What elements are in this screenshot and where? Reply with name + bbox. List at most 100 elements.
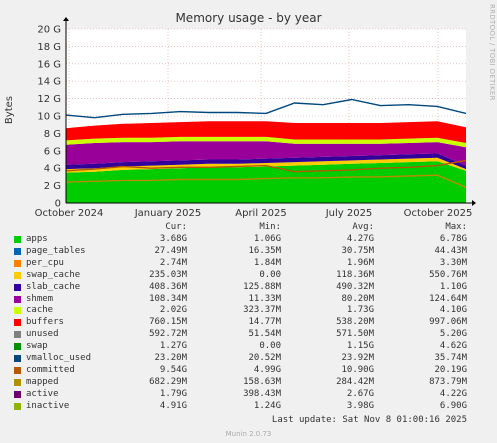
last-update: Last update: Sat Nov 8 01:00:16 2025 xyxy=(271,415,467,425)
legend-name: swap xyxy=(26,341,48,352)
legend-max: 6.90G xyxy=(439,400,467,411)
legend-name: cache xyxy=(26,305,54,316)
legend-header-avg: Avg: xyxy=(352,222,374,232)
legend-cur: 27.49M xyxy=(154,245,187,256)
legend-cur: 1.79G xyxy=(159,388,187,399)
legend-item-slab-cache: slab_cache 408.36M 125.88M 490.32M 1.10G xyxy=(0,282,497,294)
legend-swatch xyxy=(14,247,21,255)
area-shmem xyxy=(66,141,466,166)
line-committed xyxy=(65,98,467,119)
legend-name: committed xyxy=(26,364,75,375)
legend-swatch xyxy=(14,295,21,303)
memory-chart: 0 2 G 4 G 6 G 8 G 10 G 12 G 14 G 16 G 18 G 20 G Oct… xyxy=(35,17,476,219)
legend-avg: 118.36M xyxy=(336,269,374,280)
legend-swatch xyxy=(14,402,21,410)
legend-avg: 1.73G xyxy=(346,305,374,316)
legend-max: 44.43M xyxy=(434,245,467,256)
legend-item-apps: apps 3.68G 1.06G 4.27G 6.78G xyxy=(0,234,497,246)
legend-cur: 2.74M xyxy=(159,257,187,268)
legend-min: 158.63M xyxy=(243,376,281,387)
legend-min: 11.33M xyxy=(248,293,281,304)
legend-name: unused xyxy=(26,329,59,340)
legend-min: 0.00 xyxy=(259,341,281,352)
legend-max: 4.10G xyxy=(439,305,467,316)
legend-cur: 235.03M xyxy=(149,269,187,280)
legend-name: slab_cache xyxy=(26,281,81,292)
legend-item-swap-cache: swap_cache 235.03M 0.00 118.36M 550.76M xyxy=(0,270,497,282)
legend-item-swap: swap 1.27G 0.00 1.15G 4.62G xyxy=(0,341,497,353)
rrdtool-credit: RRDTOOL / TOBI OETIKER xyxy=(488,4,496,101)
munin-version: Munin 2.0.73 xyxy=(225,430,272,438)
legend-item-inactive: inactive 4.91G 1.24G 3.98G 6.90G xyxy=(0,401,497,413)
legend-cur: 760.15M xyxy=(149,317,187,328)
legend-avg: 23.92M xyxy=(341,353,374,363)
legend-header-min: Min: xyxy=(259,222,281,232)
legend-cur: 3.68G xyxy=(159,234,187,244)
y-tick-label: 16 G xyxy=(37,59,61,70)
legend-name: shmem xyxy=(26,293,54,304)
legend-min: 4.99G xyxy=(253,364,281,375)
legend-cur: 23.20M xyxy=(154,353,187,363)
legend-cur: 9.54G xyxy=(159,364,187,375)
legend-avg: 1.96M xyxy=(346,257,374,268)
legend-swatch xyxy=(14,355,21,362)
legend-header: Cur: Min: Avg: Max: xyxy=(0,222,497,234)
legend-swatch xyxy=(14,271,21,279)
legend-min: 0.00 xyxy=(259,269,281,280)
legend-swatch xyxy=(14,378,21,386)
legend-name: vmalloc_used xyxy=(26,353,92,363)
legend-max: 3.30M xyxy=(439,257,467,268)
legend-min: 14.77M xyxy=(248,317,281,328)
legend-header-max: Max: xyxy=(445,222,467,232)
area-slab-cache xyxy=(66,153,466,170)
legend-name: swap_cache xyxy=(26,269,81,280)
legend-item-active: active 1.79G 398.43M 2.67G 4.22G xyxy=(0,389,497,401)
legend-item-vmalloc-used: vmalloc_used 23.20M 20.52M 23.92M 35.74M xyxy=(0,353,497,365)
area-apps xyxy=(66,161,466,203)
legend-max: 873.79M xyxy=(429,376,467,387)
legend-max: 550.76M xyxy=(429,269,467,280)
legend-cur: 4.91G xyxy=(159,400,187,411)
x-tick-label: October 2024 xyxy=(35,208,104,219)
legend-avg: 2.67G xyxy=(346,388,374,399)
legend-header-cur: Cur: xyxy=(165,222,187,232)
graph-title: Memory usage - by year xyxy=(175,11,322,25)
legend-item-per-cpu: per_cpu 2.74M 1.84M 1.96M 3.30M xyxy=(0,258,497,270)
y-tick-label: 14 G xyxy=(37,77,61,88)
y-tick-label: 6 G xyxy=(44,146,61,157)
legend-item-shmem: shmem 108.34M 11.33M 80.20M 124.64M xyxy=(0,294,497,306)
legend-cur: 682.29M xyxy=(149,376,187,387)
y-tick-label: 0 xyxy=(55,199,61,210)
y-tick-label: 20 G xyxy=(37,25,61,36)
legend-swatch xyxy=(14,366,21,374)
legend-max: 1.10G xyxy=(439,281,467,292)
legend-swatch xyxy=(14,343,21,351)
line-mapped xyxy=(65,174,467,188)
legend-avg: 571.50M xyxy=(336,329,374,340)
legend-item-mapped: mapped 682.29M 158.63M 284.42M 873.79M xyxy=(0,377,497,389)
legend-cur: 2.02G xyxy=(159,305,187,316)
legend-min: 16.35M xyxy=(248,245,281,256)
y-tick-label: 4 G xyxy=(44,164,61,175)
legend-avg: 80.20M xyxy=(341,293,374,304)
legend-max: 997.06M xyxy=(429,317,467,328)
legend-item-unused: unused 592.72M 51.54M 571.50M 5.20G xyxy=(0,329,497,341)
legend-min: 323.37M xyxy=(243,305,281,316)
legend-swatch xyxy=(14,236,21,243)
legend-item-buffers: buffers 760.15M 14.77M 538.20M 997.06M xyxy=(0,317,497,329)
legend-name: per_cpu xyxy=(26,257,64,268)
legend-avg: 3.98G xyxy=(346,400,374,411)
legend-avg: 10.90G xyxy=(341,364,374,375)
legend-max: 6.78G xyxy=(439,234,467,244)
legend-cur: 1.27G xyxy=(159,341,187,352)
legend-max: 4.62G xyxy=(439,341,467,352)
legend-swatch xyxy=(14,390,21,398)
legend-name: page_tables xyxy=(26,245,86,256)
y-tick-label: 2 G xyxy=(44,181,61,192)
legend-min: 398.43M xyxy=(243,388,281,399)
legend-item-cache: cache 2.02G 323.37M 1.73G 4.10G xyxy=(0,305,497,317)
legend-min: 125.88M xyxy=(243,281,281,292)
legend-max: 124.64M xyxy=(429,293,467,304)
legend-item-committed: committed 9.54G 4.99G 10.90G 20.19G xyxy=(0,365,497,377)
